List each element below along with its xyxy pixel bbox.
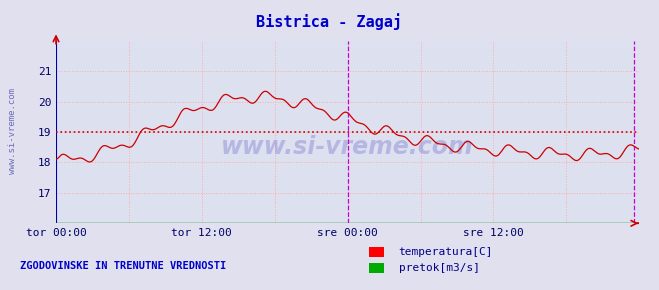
Text: ZGODOVINSKE IN TRENUTNE VREDNOSTI: ZGODOVINSKE IN TRENUTNE VREDNOSTI	[20, 261, 226, 271]
Text: www.si-vreme.com: www.si-vreme.com	[221, 135, 474, 159]
Text: pretok[m3/s]: pretok[m3/s]	[399, 263, 480, 273]
Text: Bistrica - Zagaj: Bistrica - Zagaj	[256, 13, 403, 30]
Text: www.si-vreme.com: www.si-vreme.com	[8, 88, 17, 173]
Text: temperatura[C]: temperatura[C]	[399, 247, 493, 257]
